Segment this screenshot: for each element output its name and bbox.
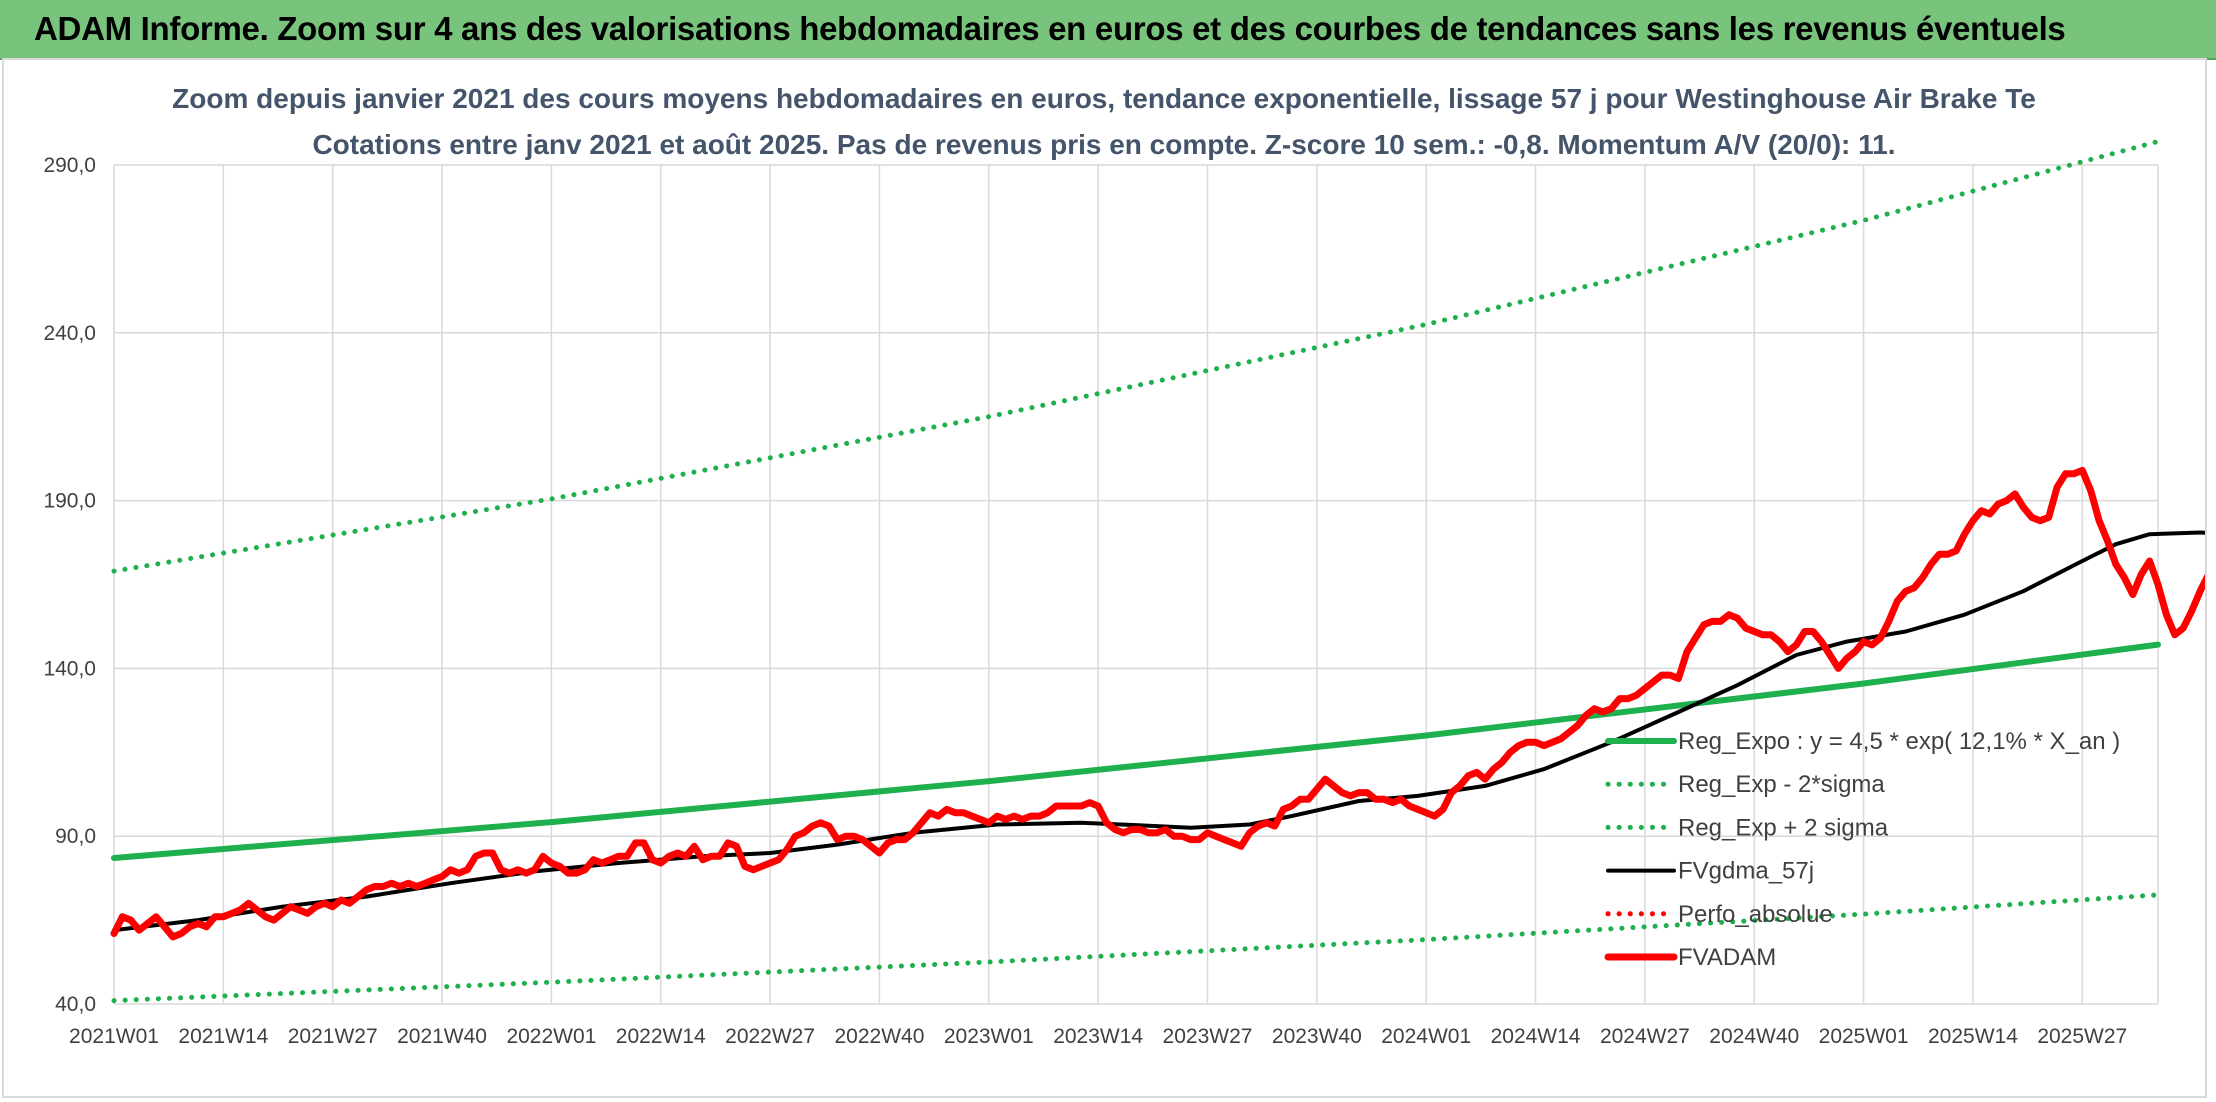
x-tick-label: 2024W14 [1491,1025,1581,1048]
chart-title-line1: Zoom depuis janvier 2021 des cours moyen… [172,83,2036,114]
x-tick-label: 2022W40 [834,1025,924,1048]
legend: Reg_Expo : y = 4,5 * exp( 12,1% * X_an )… [1604,728,2120,971]
y-tick-label: 140,0 [43,657,96,680]
chart-area: Zoom depuis janvier 2021 des cours moyen… [2,58,2207,1098]
x-tick-label: 2021W01 [69,1025,159,1048]
title-bar: ADAM Informe. Zoom sur 4 ans des valoris… [0,0,2216,60]
legend-label: FVgdma_57j [1678,858,1814,885]
legend-label: Perfo_absolue [1678,901,1833,928]
legend-label: FVADAM [1678,944,1776,971]
legend-label: Reg_Exp + 2 sigma [1678,814,1889,841]
series-line [110,466,2205,941]
page-title: ADAM Informe. Zoom sur 4 ans des valoris… [34,10,2066,47]
legend-label: Reg_Exp - 2*sigma [1678,771,1885,798]
x-tick-label: 2023W27 [1163,1025,1253,1048]
y-tick-label: 190,0 [43,490,96,513]
series-line [111,892,2161,1004]
axis-labels: 40,0 90,0 140,0 190,0 240,0 290,0 2021W01 2021W… [43,154,2127,1048]
x-tick-label: 2024W01 [1381,1025,1471,1048]
series-line [111,139,2161,574]
series-line [111,641,2161,861]
gridlines [113,164,2159,1005]
x-tick-label: 2021W14 [178,1025,268,1048]
x-tick-label: 2023W01 [944,1025,1034,1048]
chart-title-line2: Cotations entre janv 2021 et août 2025. … [312,129,1895,160]
y-tick-label: 40,0 [55,993,96,1016]
x-tick-label: 2025W27 [2037,1025,2127,1048]
x-tick-label: 2021W27 [288,1025,378,1048]
x-tick-label: 2022W14 [616,1025,706,1048]
x-tick-label: 2024W40 [1709,1025,1799,1048]
x-tick-label: 2025W01 [1819,1025,1909,1048]
series-layer [110,139,2205,1004]
chart-svg: Zoom depuis janvier 2021 des cours moyen… [43,83,2205,1048]
x-tick-label: 2024W27 [1600,1025,1690,1048]
x-tick-label: 2022W01 [506,1025,596,1048]
x-tick-label: 2025W14 [1928,1025,2018,1048]
x-tick-label: 2021W40 [397,1025,487,1048]
x-tick-label: 2023W14 [1053,1025,1143,1048]
y-tick-label: 290,0 [43,154,96,177]
x-tick-label: 2022W27 [725,1025,815,1048]
x-tick-label: 2023W40 [1272,1025,1362,1048]
legend-label: Reg_Expo : y = 4,5 * exp( 12,1% * X_an ) [1678,728,2120,755]
y-tick-label: 240,0 [43,322,96,345]
y-tick-label: 90,0 [55,825,96,848]
